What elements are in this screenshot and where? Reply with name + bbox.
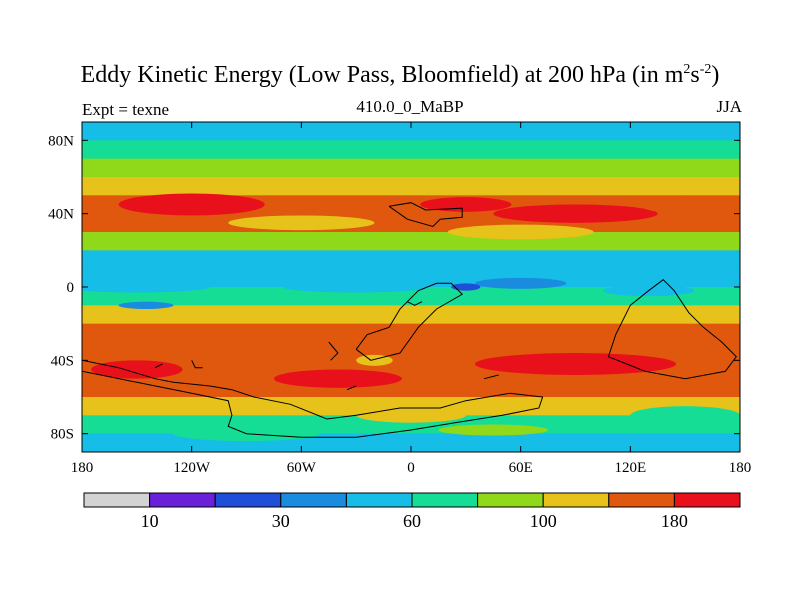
field-anomaly	[228, 215, 375, 231]
coastline	[82, 359, 544, 438]
colorbar-label: 10	[141, 511, 159, 531]
colorbar: 10 30 60 100 180	[83, 492, 741, 531]
field-anomaly	[273, 369, 402, 388]
colorbar-swatch	[542, 492, 610, 508]
lat-band	[82, 397, 740, 416]
field-anomaly	[356, 408, 466, 423]
field-anomaly	[118, 193, 265, 216]
field-anomaly	[438, 424, 549, 436]
coastline	[154, 363, 163, 369]
y-axis: 80N 40N 0 40S 80S	[48, 133, 740, 443]
x-tick-label: 0	[407, 460, 415, 476]
field-anomaly	[474, 277, 567, 289]
lat-band	[82, 287, 740, 306]
lat-band	[82, 378, 740, 398]
field-anomaly	[493, 204, 658, 223]
y-tick-label: 80N	[48, 133, 74, 149]
y-tick-label: 40S	[51, 353, 74, 369]
title-mid: s	[690, 62, 700, 88]
title-sup-2: 2	[683, 62, 691, 77]
colorbar-swatch	[608, 492, 675, 508]
lat-band	[82, 232, 740, 251]
colorbar-swatch	[214, 492, 282, 508]
x-tick-label: 60W	[287, 460, 317, 476]
title-main: Eddy Kinetic Energy (Low Pass, Bloomfiel…	[80, 62, 684, 88]
colorbar-swatch	[83, 492, 151, 508]
field-anomaly	[474, 353, 677, 375]
title-end: )	[711, 62, 720, 88]
colorbar-swatch	[673, 492, 741, 508]
colorbar-swatch	[477, 492, 544, 508]
lat-band	[82, 305, 740, 325]
colorbar-label: 60	[403, 511, 421, 531]
y-tick-label: 80S	[51, 427, 74, 443]
field-anomaly	[118, 301, 174, 310]
coastline	[355, 282, 464, 361]
y-tick-label: 40N	[48, 207, 74, 223]
field-anomaly	[420, 197, 512, 212]
coastline	[328, 341, 339, 361]
field-anomaly	[451, 283, 481, 291]
lat-band	[82, 268, 740, 288]
x-axis: 180 120W 60W 0 60E 120E 180	[71, 122, 752, 476]
coastline	[346, 385, 357, 391]
y-tick-label: 0	[67, 280, 75, 296]
field-anomaly	[630, 406, 740, 425]
time-label: 410.0_0_MaBP	[356, 97, 464, 116]
coastline-outlines	[82, 202, 737, 438]
field-anomaly	[639, 195, 731, 214]
lat-band	[82, 158, 740, 178]
x-tick-label: 120W	[173, 460, 211, 476]
colorbar-swatch	[280, 492, 347, 508]
colorbar-label: 100	[530, 511, 557, 531]
season-label: JJA	[716, 97, 742, 116]
chart-title: Eddy Kinetic Energy (Low Pass, Bloomfiel…	[0, 62, 800, 89]
coastline	[607, 279, 737, 380]
lat-band	[82, 177, 740, 196]
field-anomaly	[82, 281, 210, 293]
x-tick-label: 120E	[614, 460, 646, 476]
x-tick-label: 180	[71, 460, 94, 476]
lat-band	[82, 140, 740, 160]
colorbar-label: 30	[272, 511, 290, 531]
x-tick-label: 180	[729, 460, 752, 476]
coastline	[407, 301, 423, 306]
lat-band	[82, 125, 740, 141]
coastline	[483, 374, 499, 380]
field-anomaly	[447, 224, 594, 240]
title-sup-minus2: -2	[699, 62, 712, 77]
field-anomaly	[283, 281, 430, 293]
lat-band	[82, 250, 740, 270]
experiment-label: Expt = texne	[82, 100, 170, 119]
colorbar-swatch	[149, 492, 216, 508]
colorbar-label: 180	[661, 511, 688, 531]
coastline	[388, 202, 463, 228]
lat-band	[82, 323, 740, 343]
colorbar-swatch	[345, 492, 413, 508]
x-tick-label: 60E	[509, 460, 533, 476]
colorbar-swatch	[411, 492, 479, 508]
coastline	[191, 360, 203, 369]
